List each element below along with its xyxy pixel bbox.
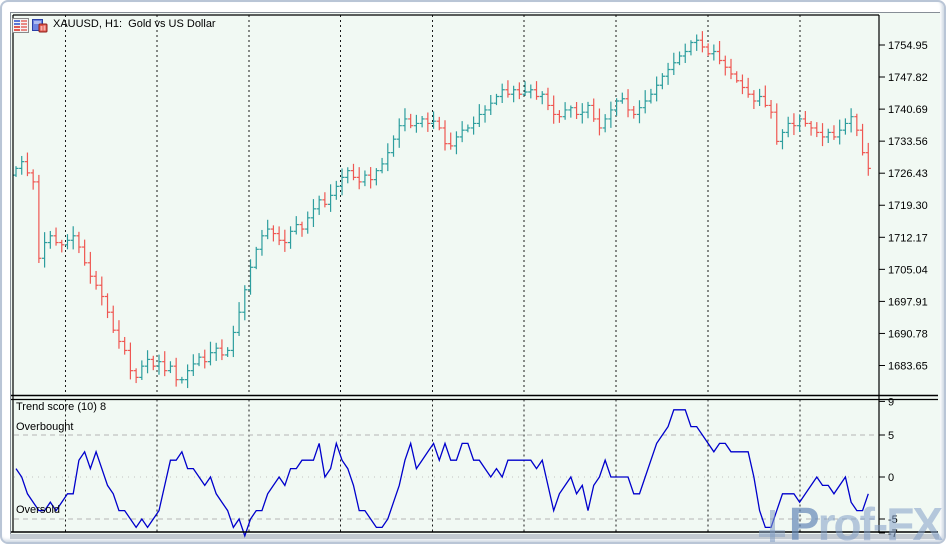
indicator-name-label: Trend score (10) 8 <box>16 401 107 413</box>
svg-text:1719.30: 1719.30 <box>888 200 928 212</box>
svg-text:1697.91: 1697.91 <box>888 296 928 308</box>
indicator-table-icon <box>12 18 29 33</box>
svg-text:1726.43: 1726.43 <box>888 168 928 180</box>
svg-text:1747.82: 1747.82 <box>888 72 928 84</box>
svg-text:1733.56: 1733.56 <box>888 136 928 148</box>
bar-chart-icon <box>32 19 48 33</box>
svg-text:5: 5 <box>888 430 894 442</box>
window-bottom-edge <box>10 534 939 539</box>
svg-text:9: 9 <box>888 396 894 408</box>
svg-text:-5: -5 <box>888 514 898 526</box>
svg-text:1705.04: 1705.04 <box>888 264 928 276</box>
svg-text:1690.78: 1690.78 <box>888 328 928 340</box>
svg-text:0: 0 <box>888 472 894 484</box>
chart-title: XAUUSD, H1: Gold vs US Dollar <box>53 18 216 30</box>
chart-background <box>10 12 940 535</box>
oversold-label: Oversold <box>16 504 61 516</box>
svg-text:-7: -7 <box>888 528 898 540</box>
svg-text:1740.69: 1740.69 <box>888 104 928 116</box>
svg-text:1712.17: 1712.17 <box>888 232 928 244</box>
overbought-label: Overbought <box>16 421 74 433</box>
svg-text:1683.65: 1683.65 <box>888 360 928 372</box>
svg-text:1754.95: 1754.95 <box>888 40 928 52</box>
